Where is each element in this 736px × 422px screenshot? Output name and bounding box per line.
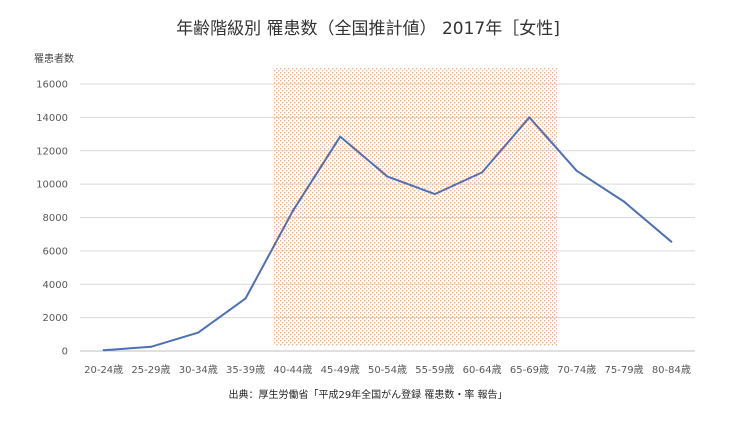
y-axis-label: 罹患者数 xyxy=(34,52,74,65)
y-tick-label: 6000 xyxy=(43,246,68,257)
x-tick-label: 55-59歳 xyxy=(415,364,454,376)
data-point xyxy=(102,349,105,352)
x-tick-label: 70-74歳 xyxy=(557,364,596,376)
chart-title: 年齢階級別 罹患数（全国推計値） 2017年［女性] xyxy=(176,19,560,39)
highlight-band xyxy=(273,68,558,346)
y-tick-label: 8000 xyxy=(43,213,68,224)
x-tick-label: 30-34歳 xyxy=(179,364,218,376)
x-tick-label: 50-54歳 xyxy=(368,364,407,376)
x-tick-label: 60-64歳 xyxy=(463,364,502,376)
y-ticks: 0 2000 4000 6000 8000 10000 12000 14000 16000 xyxy=(36,80,68,358)
data-point xyxy=(197,331,200,334)
x-tick-label: 65-69歳 xyxy=(510,364,549,376)
x-tick-label: 75-79歳 xyxy=(605,364,644,376)
x-tick-label: 35-39歳 xyxy=(226,364,265,376)
x-tick-label: 40-44歳 xyxy=(273,364,312,376)
y-tick-label: 4000 xyxy=(43,280,68,291)
y-tick-label: 12000 xyxy=(36,146,68,157)
source-note: 出典：厚生労働省「平成29年全国がん登録 罹患数・率 報告」 xyxy=(228,388,507,401)
y-tick-label: 16000 xyxy=(36,80,68,91)
y-tick-label: 0 xyxy=(62,347,68,358)
data-point xyxy=(481,171,484,174)
x-tick-label: 80-84歳 xyxy=(652,364,691,376)
data-point xyxy=(339,135,342,138)
data-point xyxy=(244,297,247,300)
highlight-band-group xyxy=(273,68,558,346)
data-point xyxy=(623,200,626,203)
x-tick-label: 20-24歳 xyxy=(84,364,123,376)
data-point xyxy=(528,116,531,119)
y-tick-label: 14000 xyxy=(36,113,68,124)
x-tick-label: 45-49歳 xyxy=(321,364,360,376)
y-tick-label: 2000 xyxy=(43,313,68,324)
series-group xyxy=(102,116,673,352)
data-point xyxy=(670,240,673,243)
data-point xyxy=(149,345,152,348)
x-ticks: 20-24歳 25-29歳 30-34歳 35-39歳 40-44歳 45-49歳 50-5… xyxy=(84,364,691,376)
data-point xyxy=(291,209,294,212)
data-point xyxy=(575,169,578,172)
data-point xyxy=(386,175,389,178)
x-tick-label: 25-29歳 xyxy=(131,364,170,376)
y-tick-label: 10000 xyxy=(36,180,68,191)
data-point xyxy=(433,193,436,196)
